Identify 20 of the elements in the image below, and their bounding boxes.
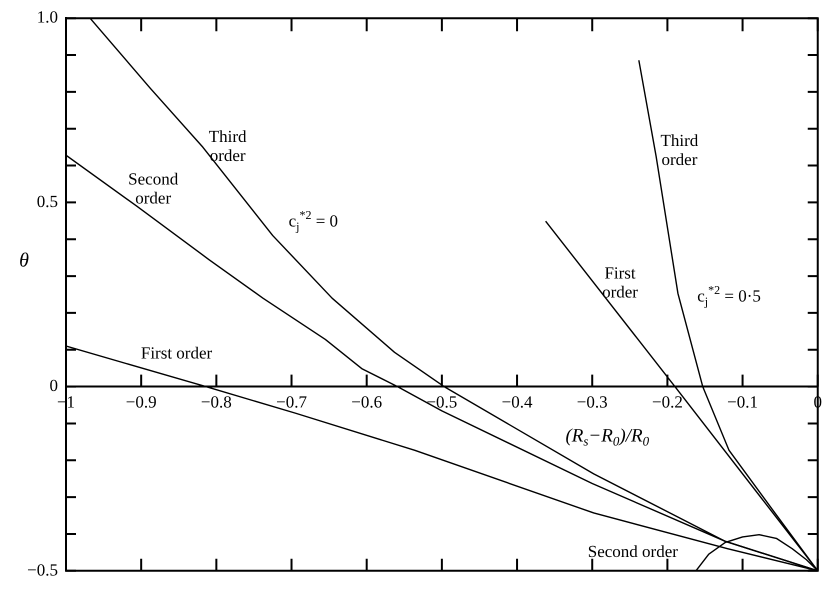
x-tick-label: −0.6 bbox=[351, 392, 382, 412]
y-tick-label: 1.0 bbox=[36, 8, 58, 27]
x-tick-label: −0.3 bbox=[576, 392, 608, 412]
annotation: Second order bbox=[588, 542, 678, 562]
annotation: First order bbox=[140, 344, 212, 363]
annotation: Third order bbox=[660, 130, 699, 169]
annotation: Third order bbox=[208, 126, 248, 165]
x-tick-label: −0.5 bbox=[426, 392, 458, 412]
x-tick-label: −0.8 bbox=[200, 392, 232, 412]
annotation: Second order bbox=[128, 169, 179, 208]
x-tick-label: −0.1 bbox=[727, 392, 758, 412]
y-tick-label: 0 bbox=[50, 376, 58, 396]
x-tick-label: −0.2 bbox=[652, 392, 683, 412]
y-tick-label: 0.5 bbox=[36, 192, 58, 211]
x-tick-label: −0.4 bbox=[502, 392, 533, 412]
y-tick-label: −0.5 bbox=[27, 560, 58, 580]
y-axis-title: θ bbox=[19, 250, 30, 272]
x-tick-label: −0.9 bbox=[126, 392, 157, 412]
x-tick-label: −0.7 bbox=[276, 392, 308, 412]
annotation: First order bbox=[602, 263, 638, 302]
